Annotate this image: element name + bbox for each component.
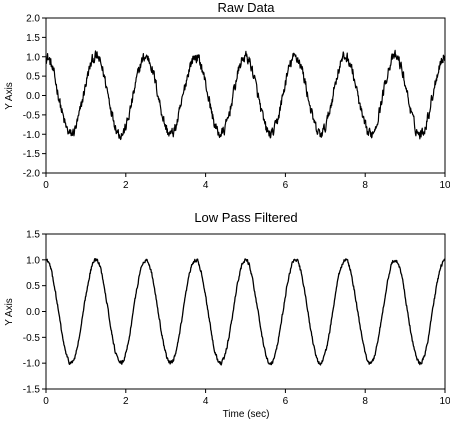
- y-tick-label: 1.0: [26, 255, 40, 266]
- y-tick-label: 0.0: [26, 91, 40, 102]
- raw-data-panel: Raw Data Y Axis -2.0 -1.5 -1.0 -0.5 0.0 0.5 1.…: [4, 0, 450, 191]
- y-tick-label: -0.5: [23, 110, 41, 121]
- x-tick-label: 4: [203, 396, 209, 407]
- y-axis-label: Y Axis: [4, 298, 15, 326]
- x-axis-label: Time (sec): [223, 409, 270, 420]
- x-tick-label: 6: [283, 180, 289, 191]
- x-tick-label: 2: [123, 396, 129, 407]
- y-axis: -2.0 -1.5 -1.0 -0.5 0.0 0.5 1.0 1.5 2.0: [23, 14, 46, 180]
- series-line: [45, 258, 446, 366]
- x-tick-label: 8: [362, 180, 368, 191]
- x-tick-label: 10: [439, 180, 450, 191]
- chart-title: Low Pass Filtered: [194, 210, 297, 225]
- x-tick-label: 8: [362, 396, 368, 407]
- y-tick-label: -1.5: [23, 149, 41, 160]
- x-tick-label: 0: [43, 180, 49, 191]
- x-tick-label: 2: [123, 180, 129, 191]
- y-axis-label: Y Axis: [4, 82, 15, 110]
- x-axis: 0 2 4 6 8 10: [43, 173, 450, 191]
- y-tick-label: 0.0: [26, 307, 40, 318]
- y-tick-label: -1.5: [23, 385, 41, 396]
- y-tick-label: 1.5: [26, 230, 40, 241]
- low-pass-filtered-panel: Low Pass Filtered Y Axis Time (sec) -1.5…: [4, 210, 450, 420]
- x-tick-label: 4: [203, 180, 209, 191]
- y-tick-label: 2.0: [26, 14, 40, 25]
- y-axis: -1.5 -1.0 -0.5 0.0 0.5 1.0 1.5: [23, 230, 46, 396]
- y-tick-label: 0.5: [26, 281, 40, 292]
- x-tick-label: 0: [43, 396, 49, 407]
- series-group: [45, 258, 446, 366]
- y-tick-label: -1.0: [23, 130, 41, 141]
- y-tick-label: -0.5: [23, 333, 41, 344]
- chart-title: Raw Data: [217, 0, 275, 15]
- y-tick-label: -1.0: [23, 359, 41, 370]
- plot-frame: [45, 17, 446, 174]
- x-tick-label: 10: [439, 396, 450, 407]
- y-tick-label: -2.0: [23, 169, 41, 180]
- y-tick-label: 0.5: [26, 72, 40, 83]
- y-tick-label: 1.5: [26, 33, 40, 44]
- series-line: [45, 49, 446, 141]
- x-tick-label: 6: [283, 396, 289, 407]
- plot-frame: [45, 233, 446, 390]
- y-tick-label: 1.0: [26, 52, 40, 63]
- x-axis: 0 2 4 6 8 10: [43, 389, 450, 407]
- series-group: [45, 49, 446, 141]
